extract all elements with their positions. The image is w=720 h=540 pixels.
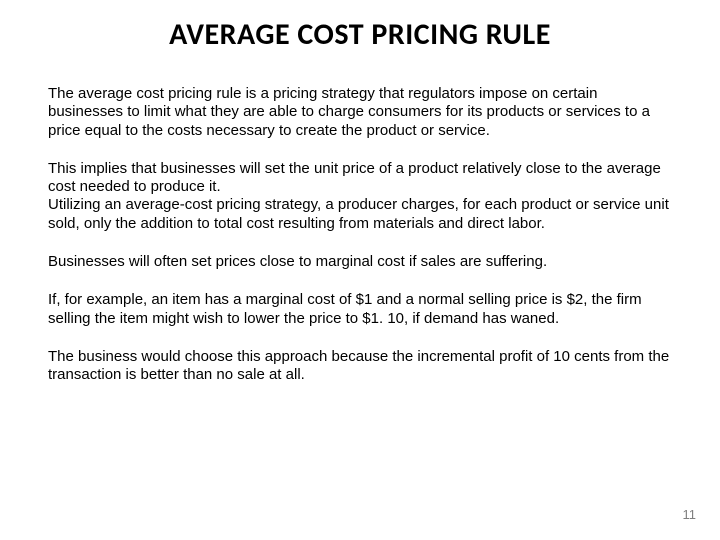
body-paragraph-4: Businesses will often set prices close t… [48,253,672,271]
body-paragraph-2: This implies that businesses will set th… [48,160,672,197]
body-paragraph-5: If, for example, an item has a marginal … [48,291,672,328]
body-paragraph-3: Utilizing an average-cost pricing strate… [48,196,672,233]
slide-container: AVERAGE COST PRICING RULE The average co… [0,0,720,540]
body-paragraph-6: The business would choose this approach … [48,348,672,385]
body-paragraph-1: The average cost pricing rule is a prici… [48,85,672,140]
page-number: 11 [683,507,697,522]
slide-title: AVERAGE COST PRICING RULE [88,16,632,53]
